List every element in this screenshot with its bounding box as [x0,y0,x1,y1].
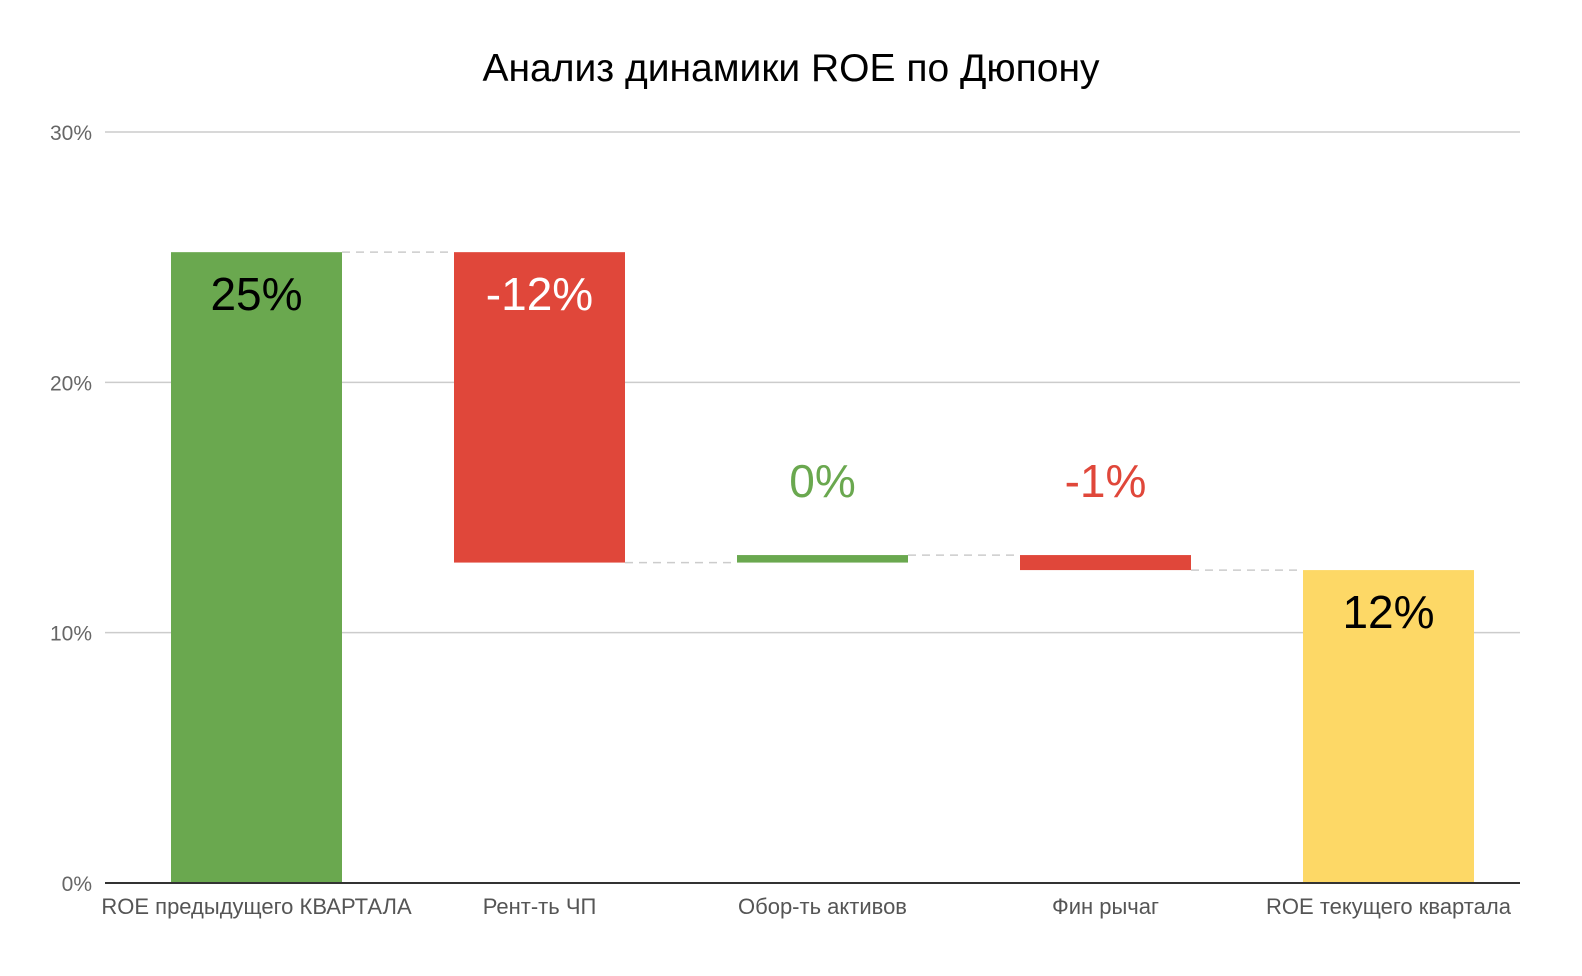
data-label: -1% [1065,455,1147,507]
bar-total [171,252,342,883]
bar-decrease [1020,555,1191,571]
data-label: 25% [210,268,302,320]
data-label: -12% [486,268,593,320]
bar-total [1303,570,1474,883]
connector-lines [342,251,1303,571]
category-label: ROE предыдущего КВАРТАЛА [101,894,412,919]
data-labels: 25% -12% 0% -1% 12% [210,268,1434,638]
data-label: 0% [789,455,855,507]
y-tick-label: 30% [50,122,92,145]
category-label: Фин рычаг [1052,894,1159,919]
chart-title: Анализ динамики ROE по Дюпону [482,47,1100,90]
y-tick-label: 20% [50,372,92,395]
category-label: Рент-ть ЧП [483,894,597,919]
y-tick-label: 0% [62,873,92,896]
category-label: ROE текущего квартала [1266,894,1512,919]
category-label: Обор-ть активов [738,894,907,919]
bars [171,252,1474,883]
y-axis-tick-labels: 0% 10% 20% 30% [50,122,92,896]
data-label: 12% [1342,586,1434,638]
bar-increase [737,555,908,563]
bar-decrease [454,252,625,563]
category-labels: ROE предыдущего КВАРТАЛА Рент-ть ЧП Обор-т… [101,894,1511,919]
y-tick-label: 10% [50,623,92,646]
